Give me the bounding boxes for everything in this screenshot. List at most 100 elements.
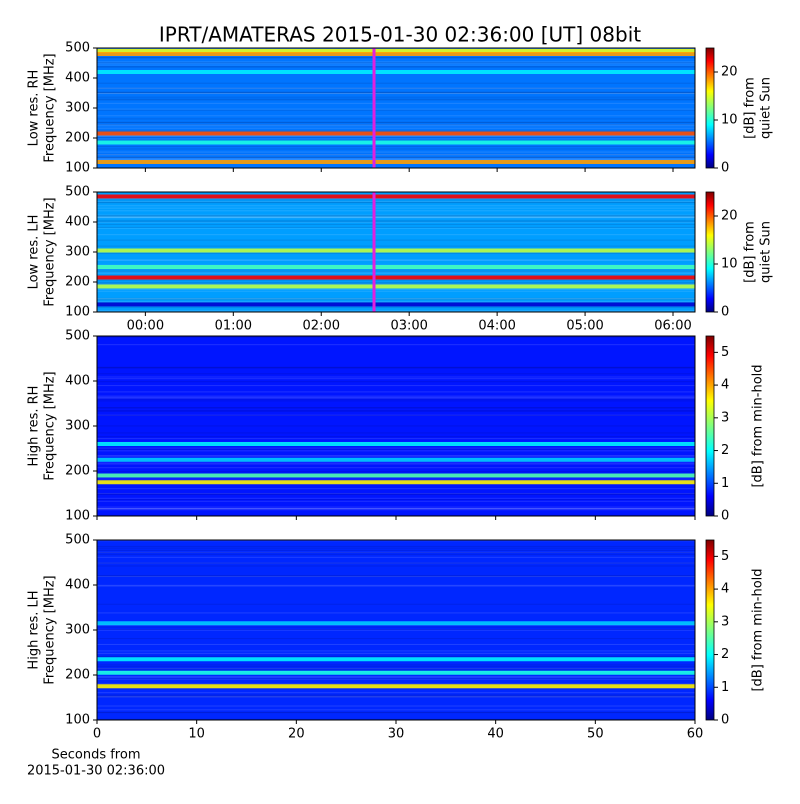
spectrogram-texture — [97, 650, 695, 652]
spectrogram-texture — [97, 154, 695, 156]
spectrogram-texture — [97, 299, 695, 301]
spectrogram-texture — [97, 385, 695, 387]
spectrogram-texture — [97, 575, 695, 577]
spectrogram-texture — [97, 223, 695, 225]
x-tick-label: 50 — [587, 727, 604, 742]
colorbar-tick-label: 3 — [721, 410, 729, 425]
y-tick-label: 400 — [65, 71, 90, 86]
spectrogram-texture — [97, 66, 695, 68]
spectrogram-texture — [97, 410, 695, 412]
spectrogram-texture — [97, 498, 695, 500]
x-tick-label: 00:00 — [127, 319, 164, 334]
spectrogram-texture — [97, 396, 695, 398]
spectrogram-texture — [97, 381, 695, 383]
y-axis-label: Low res. RH — [27, 70, 42, 147]
spectrogram-texture — [97, 207, 695, 209]
x-tick-label: 10 — [188, 727, 205, 742]
spectrogram-texture — [97, 125, 695, 127]
spectrogram-texture — [97, 507, 695, 509]
y-tick-label: 400 — [65, 215, 90, 230]
spectrogram-texture — [97, 669, 695, 671]
emission-band — [97, 302, 695, 307]
spectrogram-texture — [97, 612, 695, 614]
spectrogram-texture — [97, 87, 695, 89]
spectrogram-texture — [97, 91, 695, 93]
spectrogram-texture — [97, 123, 695, 125]
spectrogram-texture — [97, 549, 695, 551]
y-tick-label: 500 — [65, 329, 90, 344]
y-tick-label: 400 — [65, 374, 90, 389]
emission-band — [97, 52, 695, 56]
y-tick-label: 300 — [65, 245, 90, 260]
spectrogram-texture — [97, 471, 695, 473]
spectrogram-texture — [97, 57, 695, 59]
spectrogram-texture — [97, 400, 695, 402]
spectrogram-texture — [97, 655, 695, 657]
spectrogram-texture — [97, 626, 695, 628]
spectrogram-texture — [97, 514, 695, 516]
spectrogram-texture — [97, 215, 695, 217]
spectrogram-texture — [97, 307, 695, 309]
spectrogram-texture — [97, 118, 695, 120]
spectrogram-texture — [97, 253, 695, 255]
x-tick-label: 20 — [288, 727, 305, 742]
colorbar-tick-label: 0 — [721, 305, 729, 320]
spectrogram-texture — [97, 135, 695, 137]
spectrogram-texture — [97, 154, 695, 156]
spectrogram-texture — [97, 121, 695, 123]
spectrogram-texture — [97, 376, 695, 378]
spectrogram-texture — [97, 664, 695, 666]
spectrogram-texture — [97, 585, 695, 587]
spectrogram-texture — [97, 414, 695, 416]
spectrogram-texture — [97, 130, 695, 132]
spectrogram-texture — [97, 509, 695, 511]
spectrogram-texture — [97, 397, 695, 399]
spectrogram-texture — [97, 652, 695, 654]
spectrogram-texture — [97, 711, 695, 713]
spectrogram-texture — [97, 455, 695, 457]
emission-band — [97, 248, 695, 253]
y-axis-label: Low res. LH — [27, 215, 42, 290]
spectrogram-texture — [97, 688, 695, 690]
emission-band — [97, 621, 695, 626]
spectrogram-texture — [97, 297, 695, 299]
spectrogram-texture — [97, 628, 695, 630]
emission-band — [97, 684, 695, 689]
x-tick-label: 01:00 — [215, 319, 252, 334]
emission-band — [97, 70, 695, 74]
spectrogram-texture — [97, 148, 695, 150]
spectrogram-texture — [97, 463, 695, 465]
spectrogram-texture — [97, 450, 695, 452]
colorbar-label: [dB] from min-hold — [751, 568, 766, 691]
x-tick-label: 04:00 — [478, 319, 515, 334]
y-axis-label: Frequency [MHz] — [43, 53, 58, 162]
spectrogram-texture — [97, 199, 695, 201]
spectrogram-texture — [97, 678, 695, 680]
spectrogram-texture — [97, 92, 695, 94]
spectrogram-texture — [97, 298, 695, 300]
spectrogram-texture — [97, 290, 695, 292]
spectrogram-texture — [97, 584, 695, 586]
spectrogram-texture — [97, 280, 695, 282]
spectrogram-texture — [97, 216, 695, 218]
emission-band — [97, 194, 695, 199]
spectrogram-texture — [97, 425, 695, 427]
spectrogram-texture — [97, 694, 695, 696]
y-tick-label: 100 — [65, 161, 90, 176]
spectrogram-texture — [97, 367, 695, 369]
spectrogram-texture — [97, 506, 695, 508]
spectrogram-texture — [97, 202, 695, 204]
emission-band — [97, 275, 695, 280]
spectrogram-texture — [97, 696, 695, 698]
x-tick-label: 30 — [388, 727, 405, 742]
spectrogram-texture — [97, 221, 695, 223]
spectrogram-texture — [97, 259, 695, 261]
spectrogram-texture — [97, 556, 695, 558]
spectrogram-texture — [97, 136, 695, 138]
spectrogram-texture — [97, 227, 695, 229]
spectrogram-texture — [97, 551, 695, 553]
spectrogram-texture — [97, 391, 695, 393]
spectrogram-texture — [97, 398, 695, 400]
spectrogram-texture — [97, 562, 695, 564]
spectrogram-texture — [97, 638, 695, 640]
